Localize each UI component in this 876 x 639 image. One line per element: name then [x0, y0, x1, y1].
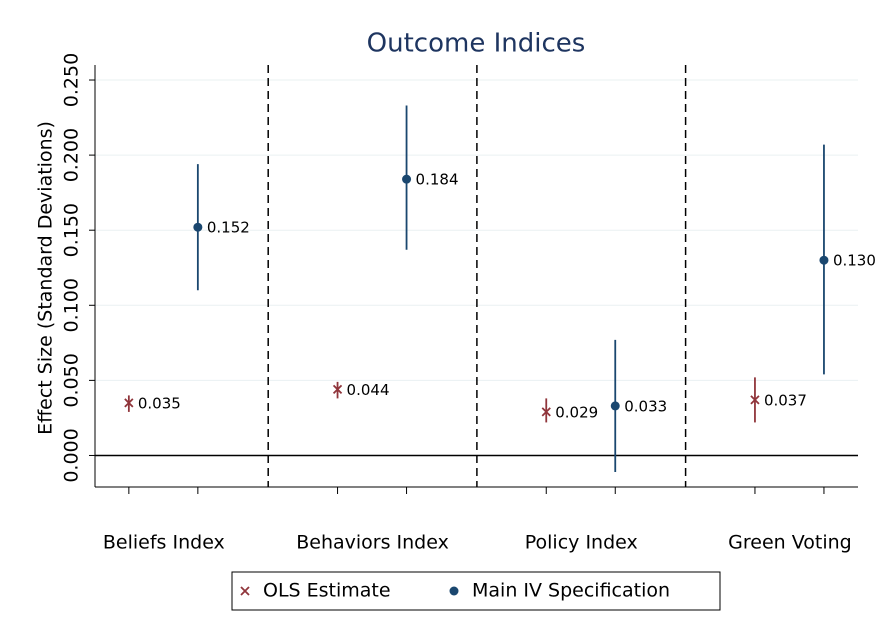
point-marker [750, 395, 760, 405]
data-label: 0.033 [624, 397, 667, 415]
data-label: 0.029 [555, 403, 598, 421]
x-tick-label: Green Voting [728, 532, 852, 554]
y-tick-label: 0.000 [61, 428, 83, 482]
data-label: 0.130 [833, 252, 876, 270]
point-marker [402, 174, 412, 184]
legend-box [231, 571, 721, 611]
x-tick-label: Policy Index [525, 532, 638, 554]
data-label: 0.037 [764, 391, 807, 409]
point-marker [610, 401, 620, 411]
legend-label: Main IV Specification [472, 580, 670, 602]
x-tick-label: Behaviors Index [296, 532, 449, 554]
point-marker [240, 586, 250, 596]
point-marker [449, 586, 459, 596]
data-label: 0.184 [416, 171, 459, 189]
point-marker [332, 384, 343, 395]
y-tick-label: 0.050 [61, 353, 83, 407]
y-tick-label: 0.250 [61, 53, 83, 107]
point-marker [193, 222, 203, 232]
y-tick-label: 0.100 [61, 278, 83, 332]
point-marker [541, 407, 551, 417]
legend-label: OLS Estimate [263, 580, 391, 602]
y-tick-label: 0.150 [61, 203, 83, 257]
x-tick-label: Beliefs Index [103, 532, 225, 554]
chart-title: Outcome Indices [367, 29, 586, 59]
y-axis-label: Effect Size (Standard Deviations) [35, 121, 57, 435]
data-label: 0.044 [347, 381, 390, 399]
data-label: 0.035 [138, 394, 181, 412]
data-label: 0.152 [207, 219, 250, 237]
point-marker [819, 255, 829, 265]
y-tick-label: 0.200 [61, 128, 83, 182]
point-marker [124, 398, 134, 408]
